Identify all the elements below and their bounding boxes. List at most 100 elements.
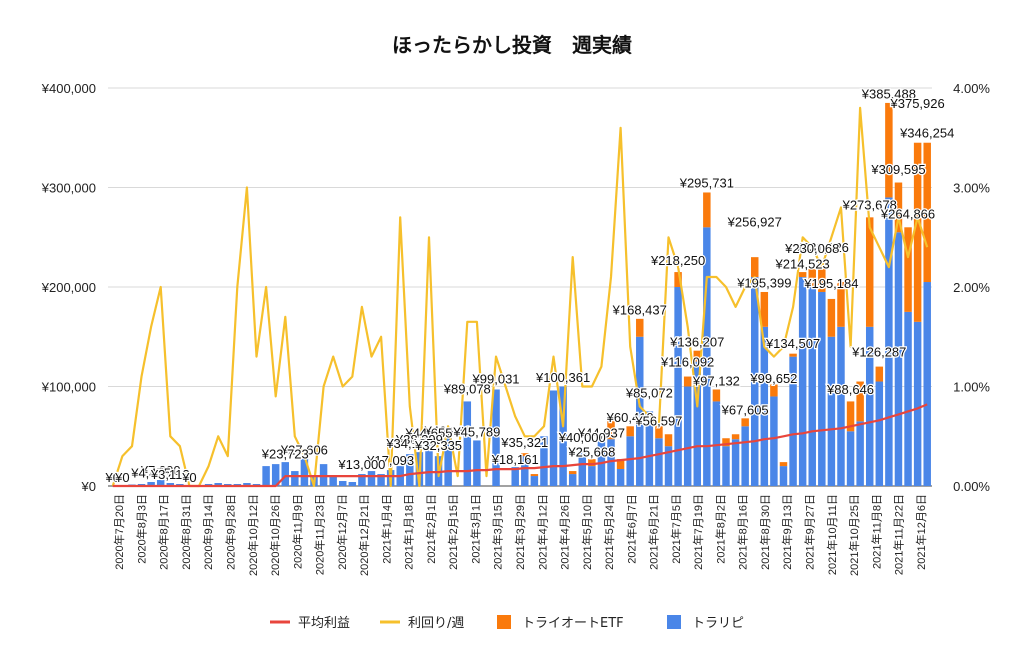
bar-torarepi [837,326,845,486]
x-tick-label: 2021年4月12日 [535,494,549,570]
chart-title: ほったらかし投資 週実績 [392,33,632,57]
legend-label: トライオートETF [522,616,624,631]
bar-torarepi [683,386,692,486]
bar-triauto-etf [770,384,778,397]
bar-triauto-etf [827,298,836,337]
bar-torarepi [664,446,673,486]
x-tick-label: 2021年10月25日 [847,494,861,576]
axis-layer: ¥0 ¥100,000 ¥200,000 ¥300,000 ¥400,000 0.00% 1… [41,81,991,576]
x-tick-label: 2021年8月16日 [736,494,750,570]
data-label: ¥32,335 [414,438,462,453]
series-line-weekly-yield [111,106,929,488]
data-label: ¥136,207 [669,334,724,349]
bar-torarepi [463,401,472,486]
bar-triauto-etf [530,474,539,477]
legend-swatch [667,615,681,629]
y-tick-label: ¥200,000 [41,280,96,295]
bar-triauto-etf [693,350,701,362]
bar-triauto-etf [894,182,903,233]
x-tick-label: 2020年7月20日 [112,494,126,570]
bar-torarepi [616,468,625,486]
data-label: ¥44,655 [404,426,452,441]
data-label: ¥218,250 [650,253,705,268]
bar-triauto-etf [731,434,740,440]
bar-torarepi [607,439,615,486]
bar-triauto-etf [856,381,864,422]
bar-torarepi [214,483,222,486]
bar-torarepi [770,396,778,486]
bar-triauto-etf [683,376,692,387]
bar-triauto-etf [923,142,931,283]
bar-triauto-etf [655,426,663,439]
data-label: ¥97,132 [692,373,740,388]
bar-torarepi [731,439,740,486]
y2-tick-label: 0.00% [953,479,990,494]
bar-triauto-etf [846,401,855,432]
bar-triauto-etf [741,418,749,427]
bar-triauto-etf [865,217,874,327]
bar-triauto-etf [789,353,797,357]
bar-torarepi [827,336,836,486]
bar-triauto-etf [722,438,730,447]
bar-torarepi [281,462,289,486]
data-label: ¥27,606 [280,443,328,458]
data-label: ¥0 [114,470,129,485]
bar-torarepi [578,451,587,486]
bar-layer [128,102,931,487]
bar-torarepi [530,476,539,486]
x-tick-label: 2021年3月15日 [491,494,505,570]
bar-triauto-etf [674,272,682,287]
y2-tick-label: 2.00% [953,280,990,295]
x-tick-label: 2020年8月3日 [134,494,148,564]
bar-torarepi [329,476,337,486]
x-tick-label: 2021年9月13日 [780,494,794,570]
bar-torarepi [645,411,654,486]
data-label: ¥256,927 [727,214,782,229]
bar-triauto-etf [703,192,711,228]
data-label: ¥34,185 [385,436,433,451]
x-tick-label: 2020年11月23日 [313,494,327,575]
legend-label: 平均利益 [298,616,350,631]
bar-triauto-etf [712,389,721,402]
x-tick-label: 2021年7月5日 [669,494,683,564]
data-label: ¥60,410 [606,410,654,425]
data-label: ¥0 [105,470,120,485]
legend-swatch [497,615,511,629]
x-tick-label: 2021年7月19日 [691,494,705,570]
data-label: ¥99,031 [472,371,520,386]
data-label: ¥0 [181,470,196,485]
x-tick-label: 2021年12月6日 [914,494,928,570]
bar-torarepi [789,356,797,486]
data-label: ¥214,523 [775,257,830,272]
x-tick-label: 2021年2月15日 [446,494,460,570]
x-tick-label: 2020年11月9日 [290,494,304,569]
x-tick-label: 2020年9月28日 [224,494,238,570]
bar-torarepi [674,287,682,486]
bar-torarepi [367,471,376,486]
data-label: ¥85,072 [625,385,673,400]
y-tick-label: ¥100,000 [41,380,96,395]
bar-torarepi [856,421,864,486]
bar-torarepi [913,321,922,486]
data-label: ¥40,000 [558,430,606,445]
x-tick-label: 2021年11月22日 [892,494,906,575]
bar-torarepi [568,474,577,486]
x-tick-label: 2021年4月26日 [558,494,572,570]
x-tick-label: 2020年9月14日 [201,494,215,570]
x-tick-label: 2021年5月24日 [602,494,616,570]
bar-torarepi [655,438,663,486]
data-label: ¥56,597 [634,414,682,429]
x-tick-label: 2021年10月11日 [825,494,839,575]
y-tick-label: ¥0 [81,479,96,494]
bar-torarepi [339,481,347,486]
series-line-average-profit [112,403,928,488]
y2-tick-label: 3.00% [953,181,990,196]
data-label: ¥38,399 [395,432,443,447]
bar-torarepi [406,454,414,486]
data-label: ¥35,321 [500,435,548,450]
data-label: ¥195,399 [736,276,791,291]
x-tick-label: 2020年8月17日 [157,494,171,570]
bar-triauto-etf [875,366,884,382]
bar-triauto-etf [779,462,788,467]
